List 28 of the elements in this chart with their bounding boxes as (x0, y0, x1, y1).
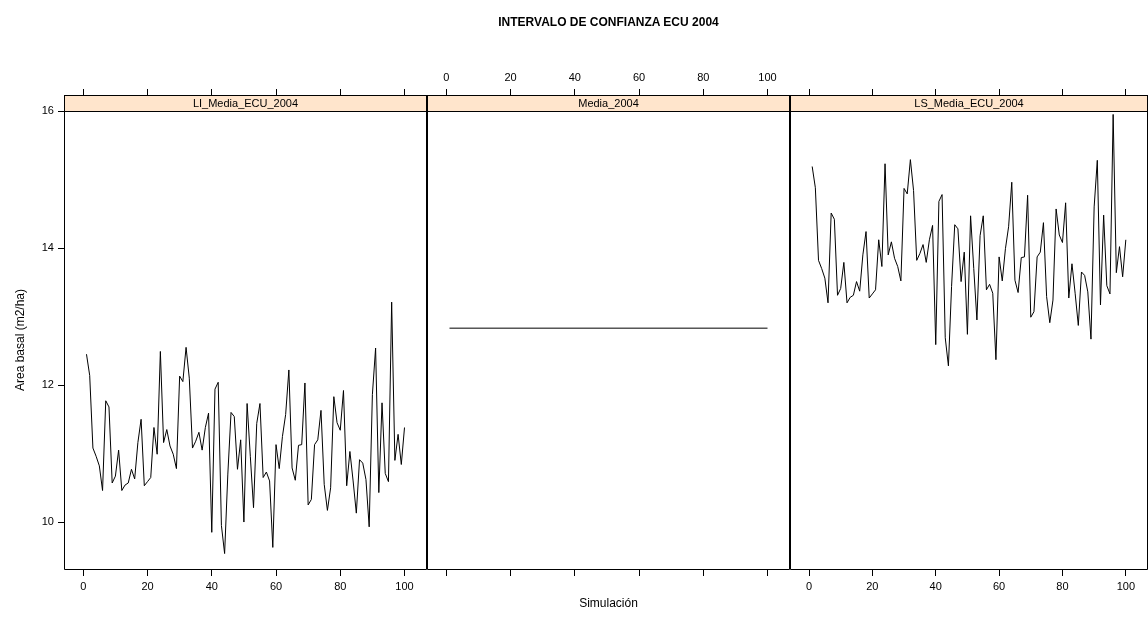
x-tick-label: 40 (205, 579, 218, 592)
x-tick-label: 0 (443, 71, 450, 84)
x-tick-label: 100 (395, 579, 414, 592)
chart-title: Media_2004 (427, 95, 790, 112)
y-tick-label: 14 (41, 241, 54, 254)
x-tick-label: 80 (697, 71, 710, 84)
x-tick-label: 0 (805, 579, 813, 592)
x-tick-label: 0 (80, 579, 87, 592)
y-tick-label: 16 (41, 104, 54, 117)
text: INTERVALO DE CONFIANZA ECU 2004 (498, 15, 719, 29)
chart-title: LS_Media_ECU_2004 (790, 95, 1148, 112)
x-tick-label: 40 (568, 71, 581, 84)
x-axis-title: Simulación (579, 596, 638, 610)
chart-title: LI_Media_ECU_2004 (64, 95, 427, 112)
x-tick-label: 80 (1056, 579, 1069, 592)
x-tick-label: 20 (866, 579, 879, 592)
x-tick-label: 80 (334, 579, 347, 592)
x-tick-label: 60 (632, 71, 646, 84)
x-tick-label: 100 (758, 71, 777, 84)
y-tick-label: 12 (41, 378, 54, 391)
y-tick-label: 10 (41, 515, 54, 528)
y-axis-title: Area basal (m2/ha) (13, 288, 27, 392)
x-tick-label: 40 (929, 579, 942, 592)
x-tick-label: 60 (269, 579, 283, 592)
x-tick-label: 20 (141, 579, 154, 592)
x-tick-label: 20 (504, 71, 517, 84)
x-tick-label: 100 (1116, 579, 1135, 592)
x-tick-label: 60 (992, 579, 1006, 592)
